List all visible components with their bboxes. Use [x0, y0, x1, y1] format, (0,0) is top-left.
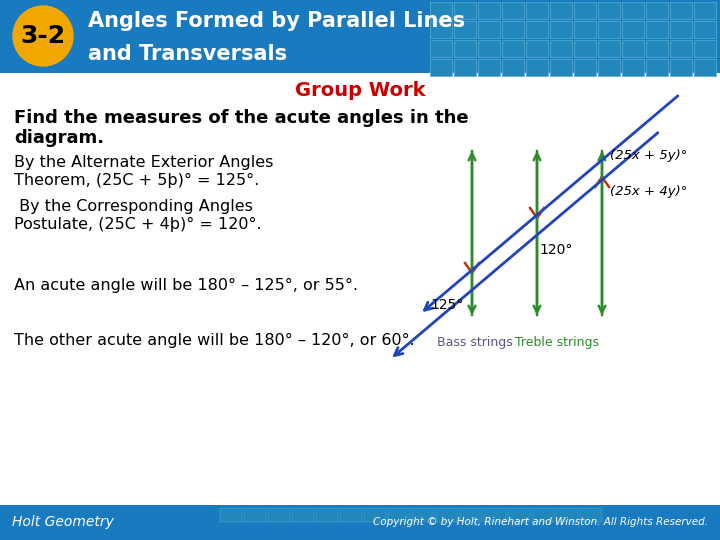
Text: (25x + 5y)°: (25x + 5y)° — [610, 148, 688, 161]
Bar — [574, 40, 596, 57]
Bar — [670, 21, 692, 38]
Bar — [550, 59, 572, 76]
Bar — [598, 2, 620, 19]
Bar — [670, 40, 692, 57]
Bar — [694, 40, 716, 57]
Bar — [364, 508, 386, 522]
Bar — [598, 21, 620, 38]
Bar — [340, 508, 362, 522]
Bar — [502, 40, 524, 57]
Text: 3-2: 3-2 — [20, 24, 66, 48]
Text: Bass strings: Bass strings — [437, 336, 513, 349]
Bar — [646, 40, 668, 57]
Bar — [478, 40, 500, 57]
Bar — [556, 508, 578, 522]
Text: Find the measures of the acute angles in the: Find the measures of the acute angles in… — [14, 109, 469, 127]
Bar — [244, 508, 266, 522]
Bar — [268, 508, 290, 522]
Text: (25x + 4y)°: (25x + 4y)° — [610, 186, 688, 199]
Bar — [292, 508, 314, 522]
Bar — [430, 21, 452, 38]
Bar — [454, 21, 476, 38]
Text: The other acute angle will be 180° – 120°, or 60°.: The other acute angle will be 180° – 120… — [14, 333, 415, 348]
Bar — [598, 59, 620, 76]
Bar — [388, 508, 410, 522]
Bar — [460, 508, 482, 522]
Bar — [484, 508, 506, 522]
Bar — [454, 59, 476, 76]
Bar — [622, 2, 644, 19]
Bar — [502, 59, 524, 76]
Bar — [550, 21, 572, 38]
Text: Theorem, (25Ϲ + 5ϸ)° = 125°.: Theorem, (25Ϲ + 5ϸ)° = 125°. — [14, 172, 259, 187]
Bar — [694, 2, 716, 19]
Bar — [502, 2, 524, 19]
Bar — [646, 2, 668, 19]
Text: An acute angle will be 180° – 125°, or 55°.: An acute angle will be 180° – 125°, or 5… — [14, 278, 358, 293]
Text: Treble strings: Treble strings — [515, 336, 599, 349]
Bar — [430, 59, 452, 76]
Bar — [526, 21, 548, 38]
Bar — [622, 40, 644, 57]
Bar — [550, 40, 572, 57]
Bar — [0, 505, 720, 540]
Circle shape — [13, 6, 73, 66]
Text: Angles Formed by Parallel Lines: Angles Formed by Parallel Lines — [88, 11, 465, 31]
Bar — [478, 2, 500, 19]
Bar — [478, 21, 500, 38]
Bar — [454, 2, 476, 19]
Text: 125°: 125° — [431, 298, 464, 312]
Bar — [580, 508, 602, 522]
Bar — [436, 508, 458, 522]
Bar — [526, 2, 548, 19]
Text: Holt Geometry: Holt Geometry — [12, 515, 114, 529]
Bar — [502, 21, 524, 38]
Bar — [412, 508, 434, 522]
Text: 120°: 120° — [539, 243, 572, 257]
Bar — [646, 21, 668, 38]
Bar — [526, 40, 548, 57]
Bar — [478, 59, 500, 76]
Bar — [574, 2, 596, 19]
Text: By the Corresponding Angles: By the Corresponding Angles — [14, 199, 253, 214]
Bar — [526, 59, 548, 76]
Bar — [316, 508, 338, 522]
Bar — [430, 40, 452, 57]
Bar — [574, 59, 596, 76]
Bar — [574, 21, 596, 38]
Bar — [622, 59, 644, 76]
Bar — [670, 2, 692, 19]
Text: diagram.: diagram. — [14, 129, 104, 147]
Text: and Transversals: and Transversals — [88, 44, 287, 64]
Text: Group Work: Group Work — [294, 82, 426, 100]
Bar — [220, 508, 242, 522]
Text: Copyright © by Holt, Rinehart and Winston. All Rights Reserved.: Copyright © by Holt, Rinehart and Winsto… — [373, 517, 708, 527]
Text: By the Alternate Exterior Angles: By the Alternate Exterior Angles — [14, 156, 274, 171]
Bar — [430, 2, 452, 19]
Bar — [532, 508, 554, 522]
Bar — [646, 59, 668, 76]
Bar — [598, 40, 620, 57]
Bar — [0, 0, 720, 73]
Bar — [622, 21, 644, 38]
Bar — [508, 508, 530, 522]
Bar — [694, 59, 716, 76]
Bar — [694, 21, 716, 38]
Text: Postulate, (25Ϲ + 4ϸ)° = 120°.: Postulate, (25Ϲ + 4ϸ)° = 120°. — [14, 217, 261, 232]
Bar — [670, 59, 692, 76]
Bar — [454, 40, 476, 57]
Bar — [550, 2, 572, 19]
